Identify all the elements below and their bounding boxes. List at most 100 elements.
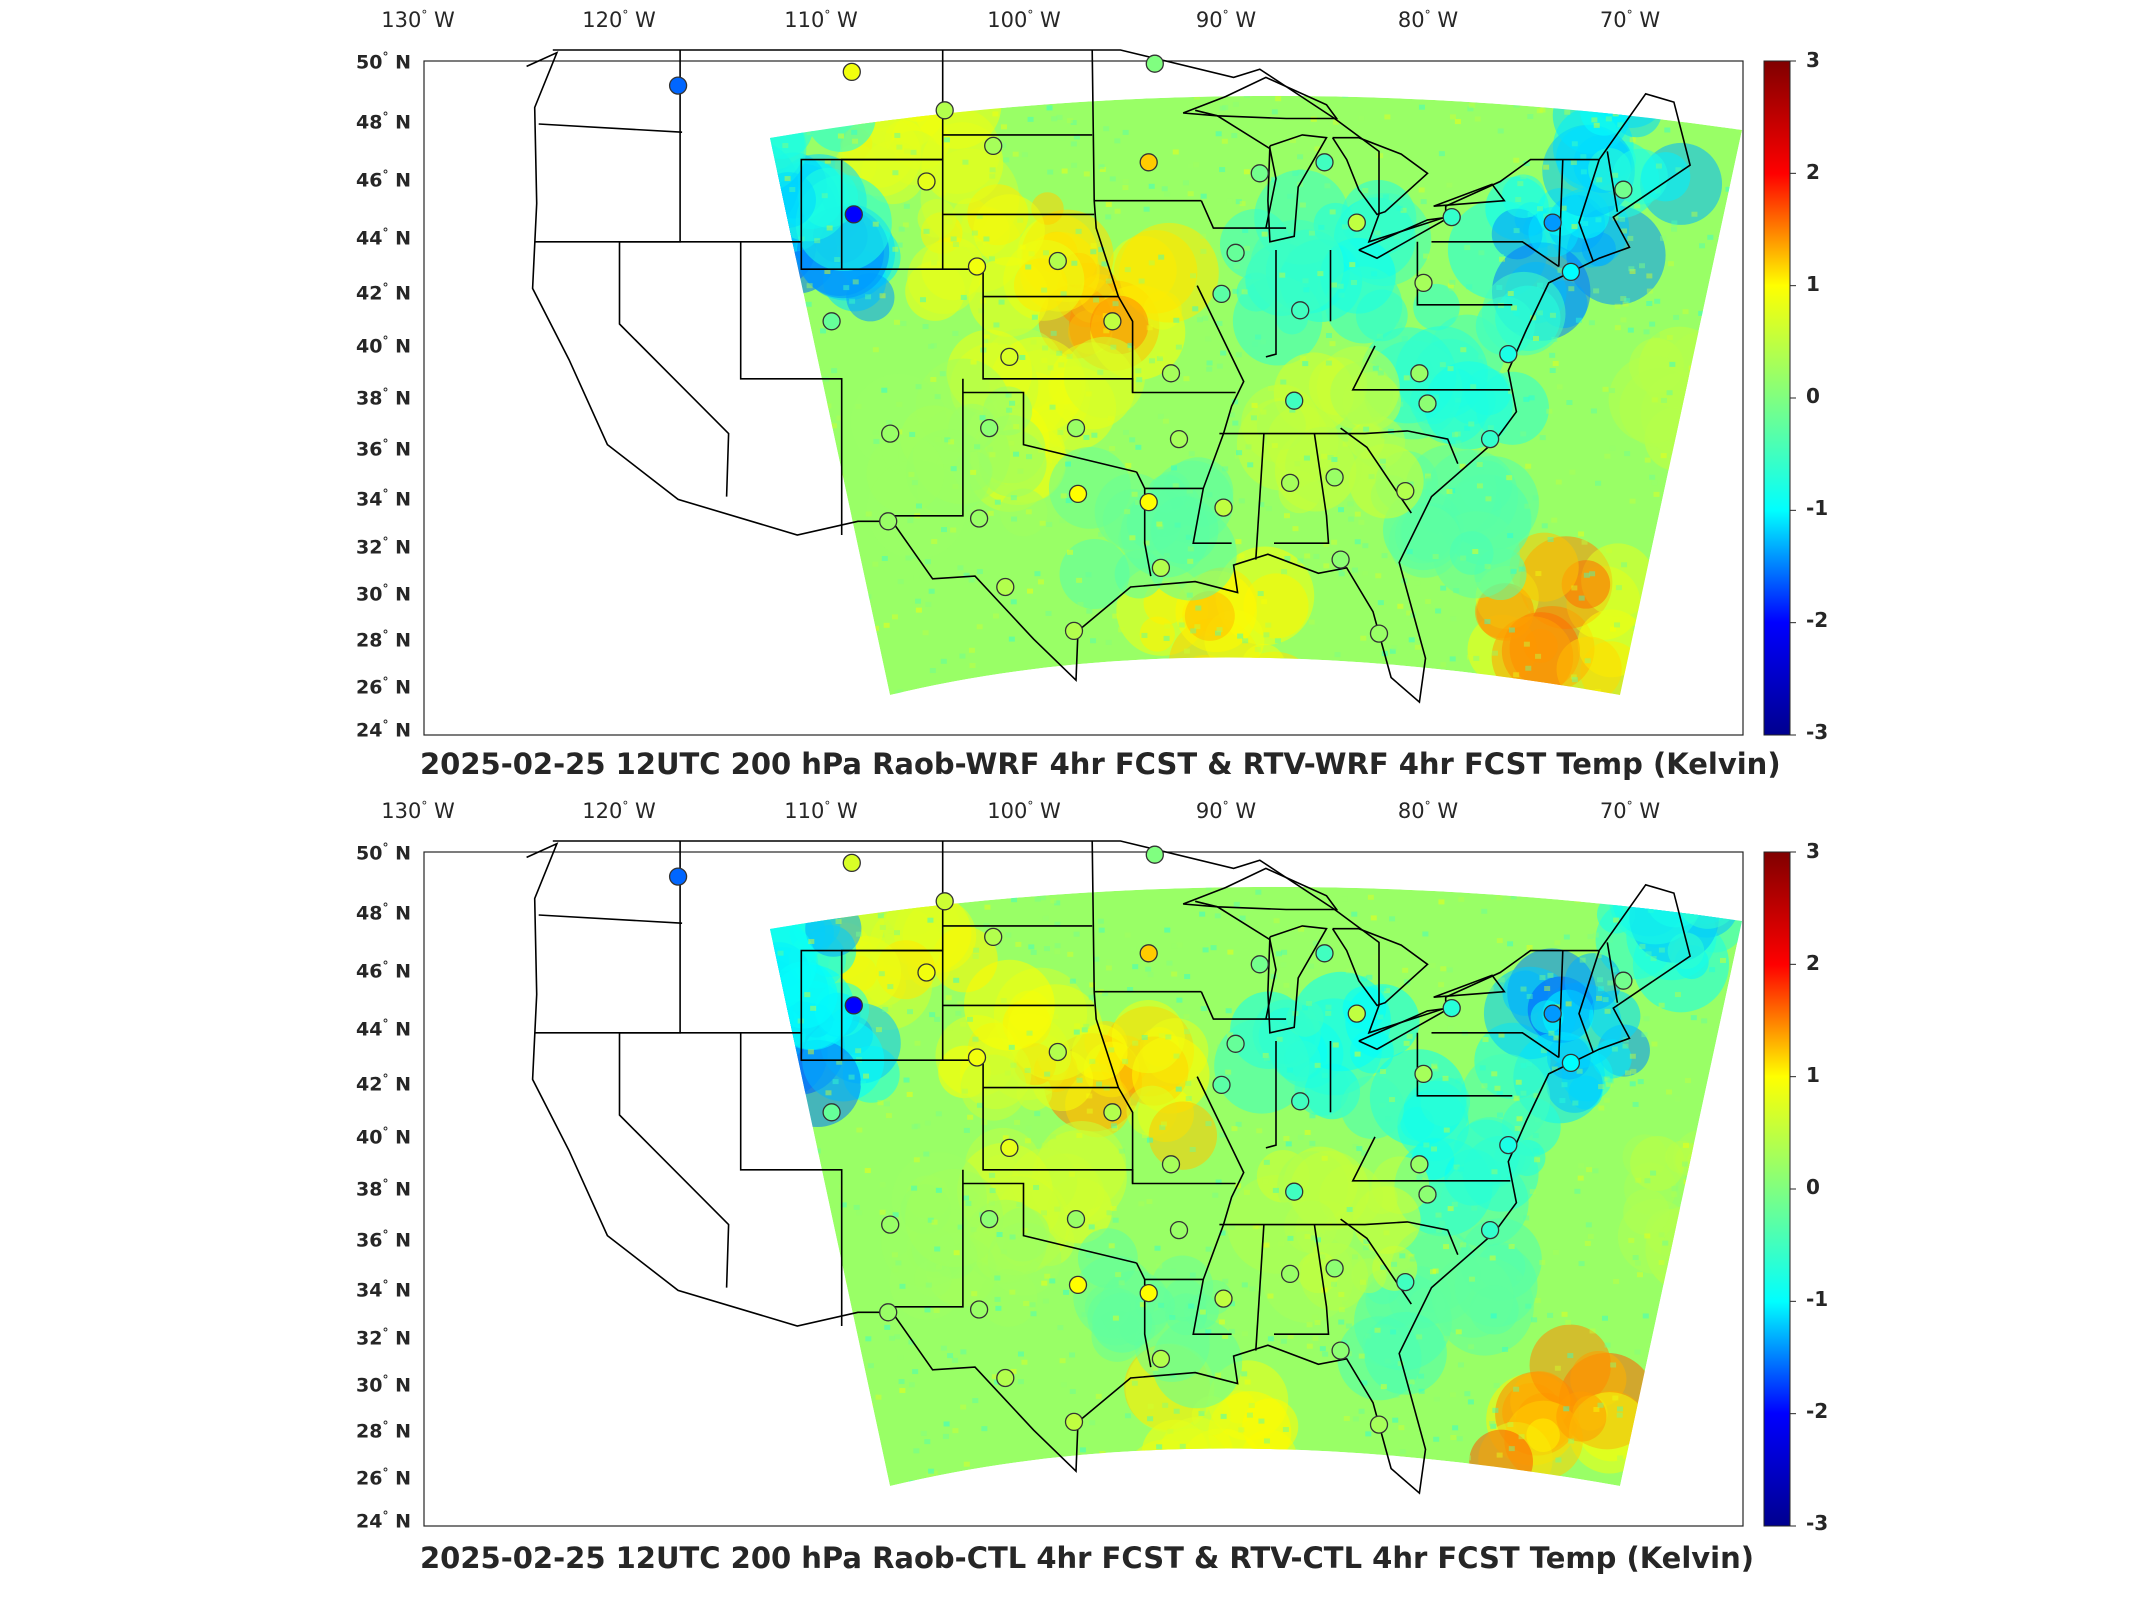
raob-station-marker [1161, 364, 1181, 383]
colorbar [1763, 851, 1796, 1527]
lat-tick: 48° N [356, 110, 411, 134]
raob-station-marker [1331, 1341, 1350, 1360]
lon-tick: 130° W [381, 799, 455, 823]
lat-tick: 26° N [356, 675, 411, 699]
lat-tick: 36° N [356, 1228, 411, 1252]
coastline [526, 840, 1692, 1495]
lat-tick: 32° N [356, 1326, 411, 1350]
raob-station-marker [1250, 164, 1269, 183]
state-border [1135, 471, 1152, 577]
colorbar-tick: -3 [1806, 1511, 1829, 1535]
raob-station-marker [1418, 1185, 1437, 1204]
raob-station-marker [1226, 1034, 1245, 1053]
raob-station-marker [969, 509, 989, 528]
lon-tick: 110° W [784, 8, 858, 32]
great-lake-outline [1267, 134, 1328, 243]
raob-station-marker [1139, 1283, 1158, 1303]
raob-station-marker [1151, 558, 1171, 578]
state-border [1200, 991, 1287, 1020]
state-border [1351, 345, 1511, 391]
state-border [1351, 1136, 1511, 1182]
state-border [1219, 430, 1459, 465]
raob-station-marker [1369, 1415, 1389, 1434]
raob-station-marker [881, 424, 900, 443]
raob-station-marker [1068, 1275, 1088, 1295]
colorbar [1763, 60, 1796, 736]
lon-tick: 130° W [381, 8, 455, 32]
raob-station-marker [996, 1368, 1015, 1388]
raob-station-marker [1543, 1004, 1562, 1023]
boundary-lines [526, 49, 1692, 704]
lon-tick: 70° W [1599, 8, 1661, 32]
raob-station-marker [1068, 484, 1088, 504]
colorbar-tick: -2 [1806, 1399, 1829, 1423]
state-border [739, 1032, 843, 1326]
raob-station-marker [668, 76, 688, 95]
raob-station-marker [1151, 1349, 1171, 1369]
lat-tick: 44° N [356, 1017, 411, 1041]
colorbar-scale [1763, 60, 1791, 736]
raob-station-marker [1325, 1259, 1344, 1278]
raob-station-marker [1214, 498, 1233, 517]
raob-station-marker [984, 136, 1003, 156]
panel-title-top: 2025-02-25 12UTC 200 hPa Raob-WRF 4hr FC… [420, 747, 1781, 781]
lat-tick: 46° N [356, 168, 411, 192]
great-lake-outline [1182, 867, 1339, 911]
lat-tick: 48° N [356, 901, 411, 925]
lat-tick: 30° N [356, 1373, 411, 1397]
lat-tick: 26° N [356, 1466, 411, 1490]
raob-station-marker [1103, 1103, 1122, 1122]
raob-station-marker [1325, 468, 1344, 487]
lat-tick: 44° N [356, 226, 411, 250]
state-border [1606, 942, 1619, 1003]
state-border [1255, 433, 1265, 560]
map-panel-bottom: 130° W 120° W 110° W 100° W 90° W 80° W … [0, 791, 2133, 1591]
lat-tick: 40° N [356, 1125, 411, 1149]
state-border [962, 1182, 1137, 1264]
state-border [1274, 1224, 1330, 1336]
colorbar-tick: 2 [1806, 951, 1820, 975]
raob-station-marker [1145, 845, 1164, 864]
raob-station-marker [1543, 213, 1562, 232]
state-border [962, 391, 1137, 473]
raob-station-marker [1214, 1289, 1233, 1308]
raob-station-marker [1280, 473, 1300, 493]
state-border [538, 123, 683, 133]
raob-station-marker [1048, 251, 1067, 271]
lat-tick: 32° N [356, 535, 411, 559]
colorbar-tick: 3 [1806, 839, 1820, 863]
colorbar-tick: -3 [1806, 720, 1829, 744]
raob-station-marker [1161, 1155, 1181, 1174]
raob-station-marker [1285, 391, 1304, 410]
colorbar-tick: 0 [1806, 1175, 1820, 1199]
state-border [1200, 200, 1287, 229]
raob-station-marker [1396, 481, 1415, 501]
colorbar-tick: 2 [1806, 160, 1820, 184]
state-border [1219, 1221, 1459, 1256]
raob-station-marker [1145, 54, 1164, 73]
state-border [1606, 151, 1619, 212]
raob-station-marker [1418, 394, 1437, 413]
lat-tick: 34° N [356, 487, 411, 511]
lon-tick: 90° W [1195, 799, 1257, 823]
raob-station-marker [842, 62, 861, 82]
lat-tick: 40° N [356, 334, 411, 358]
raob-station-marker [1169, 429, 1189, 449]
state-border [1558, 950, 1564, 1058]
raob-station-marker [822, 1103, 841, 1122]
raob-station-marker [1396, 1272, 1415, 1292]
raob-station-marker [1369, 624, 1389, 643]
boundary-lines [526, 840, 1692, 1495]
raob-station-marker [1066, 418, 1086, 438]
raob-station-marker [967, 257, 987, 276]
raob-station-marker [879, 1303, 898, 1322]
lon-tick: 120° W [582, 799, 656, 823]
state-border [1431, 1032, 1560, 1059]
raob-station-marker [980, 418, 999, 438]
raob-station-marker [1000, 1138, 1019, 1158]
lat-tick: 38° N [356, 386, 411, 410]
lat-tick: 36° N [356, 437, 411, 461]
colorbar-tick: 1 [1806, 1063, 1820, 1087]
lon-tick: 70° W [1599, 799, 1661, 823]
raob-station-marker [1442, 998, 1461, 1018]
